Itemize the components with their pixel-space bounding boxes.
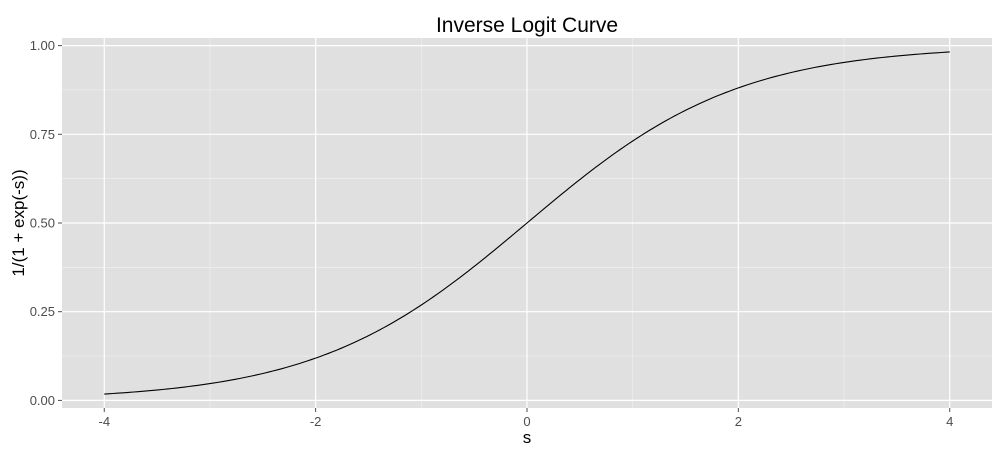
- y-tick-label: 0.75: [30, 127, 55, 142]
- y-tick-label: 0.25: [30, 304, 55, 319]
- x-axis: -4 -2 0 2 4: [98, 408, 953, 429]
- y-axis: 0.00 0.25 0.50 0.75 1.00: [30, 38, 62, 408]
- x-tick-label: -2: [310, 414, 322, 429]
- y-tick-label: 0.00: [30, 393, 55, 408]
- series-line: [104, 51, 950, 395]
- y-tick-label: 0.50: [30, 216, 55, 231]
- x-tick-label: 0: [523, 414, 530, 429]
- x-tick-label: 4: [946, 414, 953, 429]
- y-tick-label: 1.00: [30, 38, 55, 53]
- x-tick-label: 2: [735, 414, 742, 429]
- x-tick-label: -4: [98, 414, 110, 429]
- chart-title: Inverse Logit Curve: [436, 14, 618, 37]
- x-axis-label: s: [523, 428, 532, 447]
- y-axis-label: 1/(1 + exp(-s)): [9, 169, 28, 276]
